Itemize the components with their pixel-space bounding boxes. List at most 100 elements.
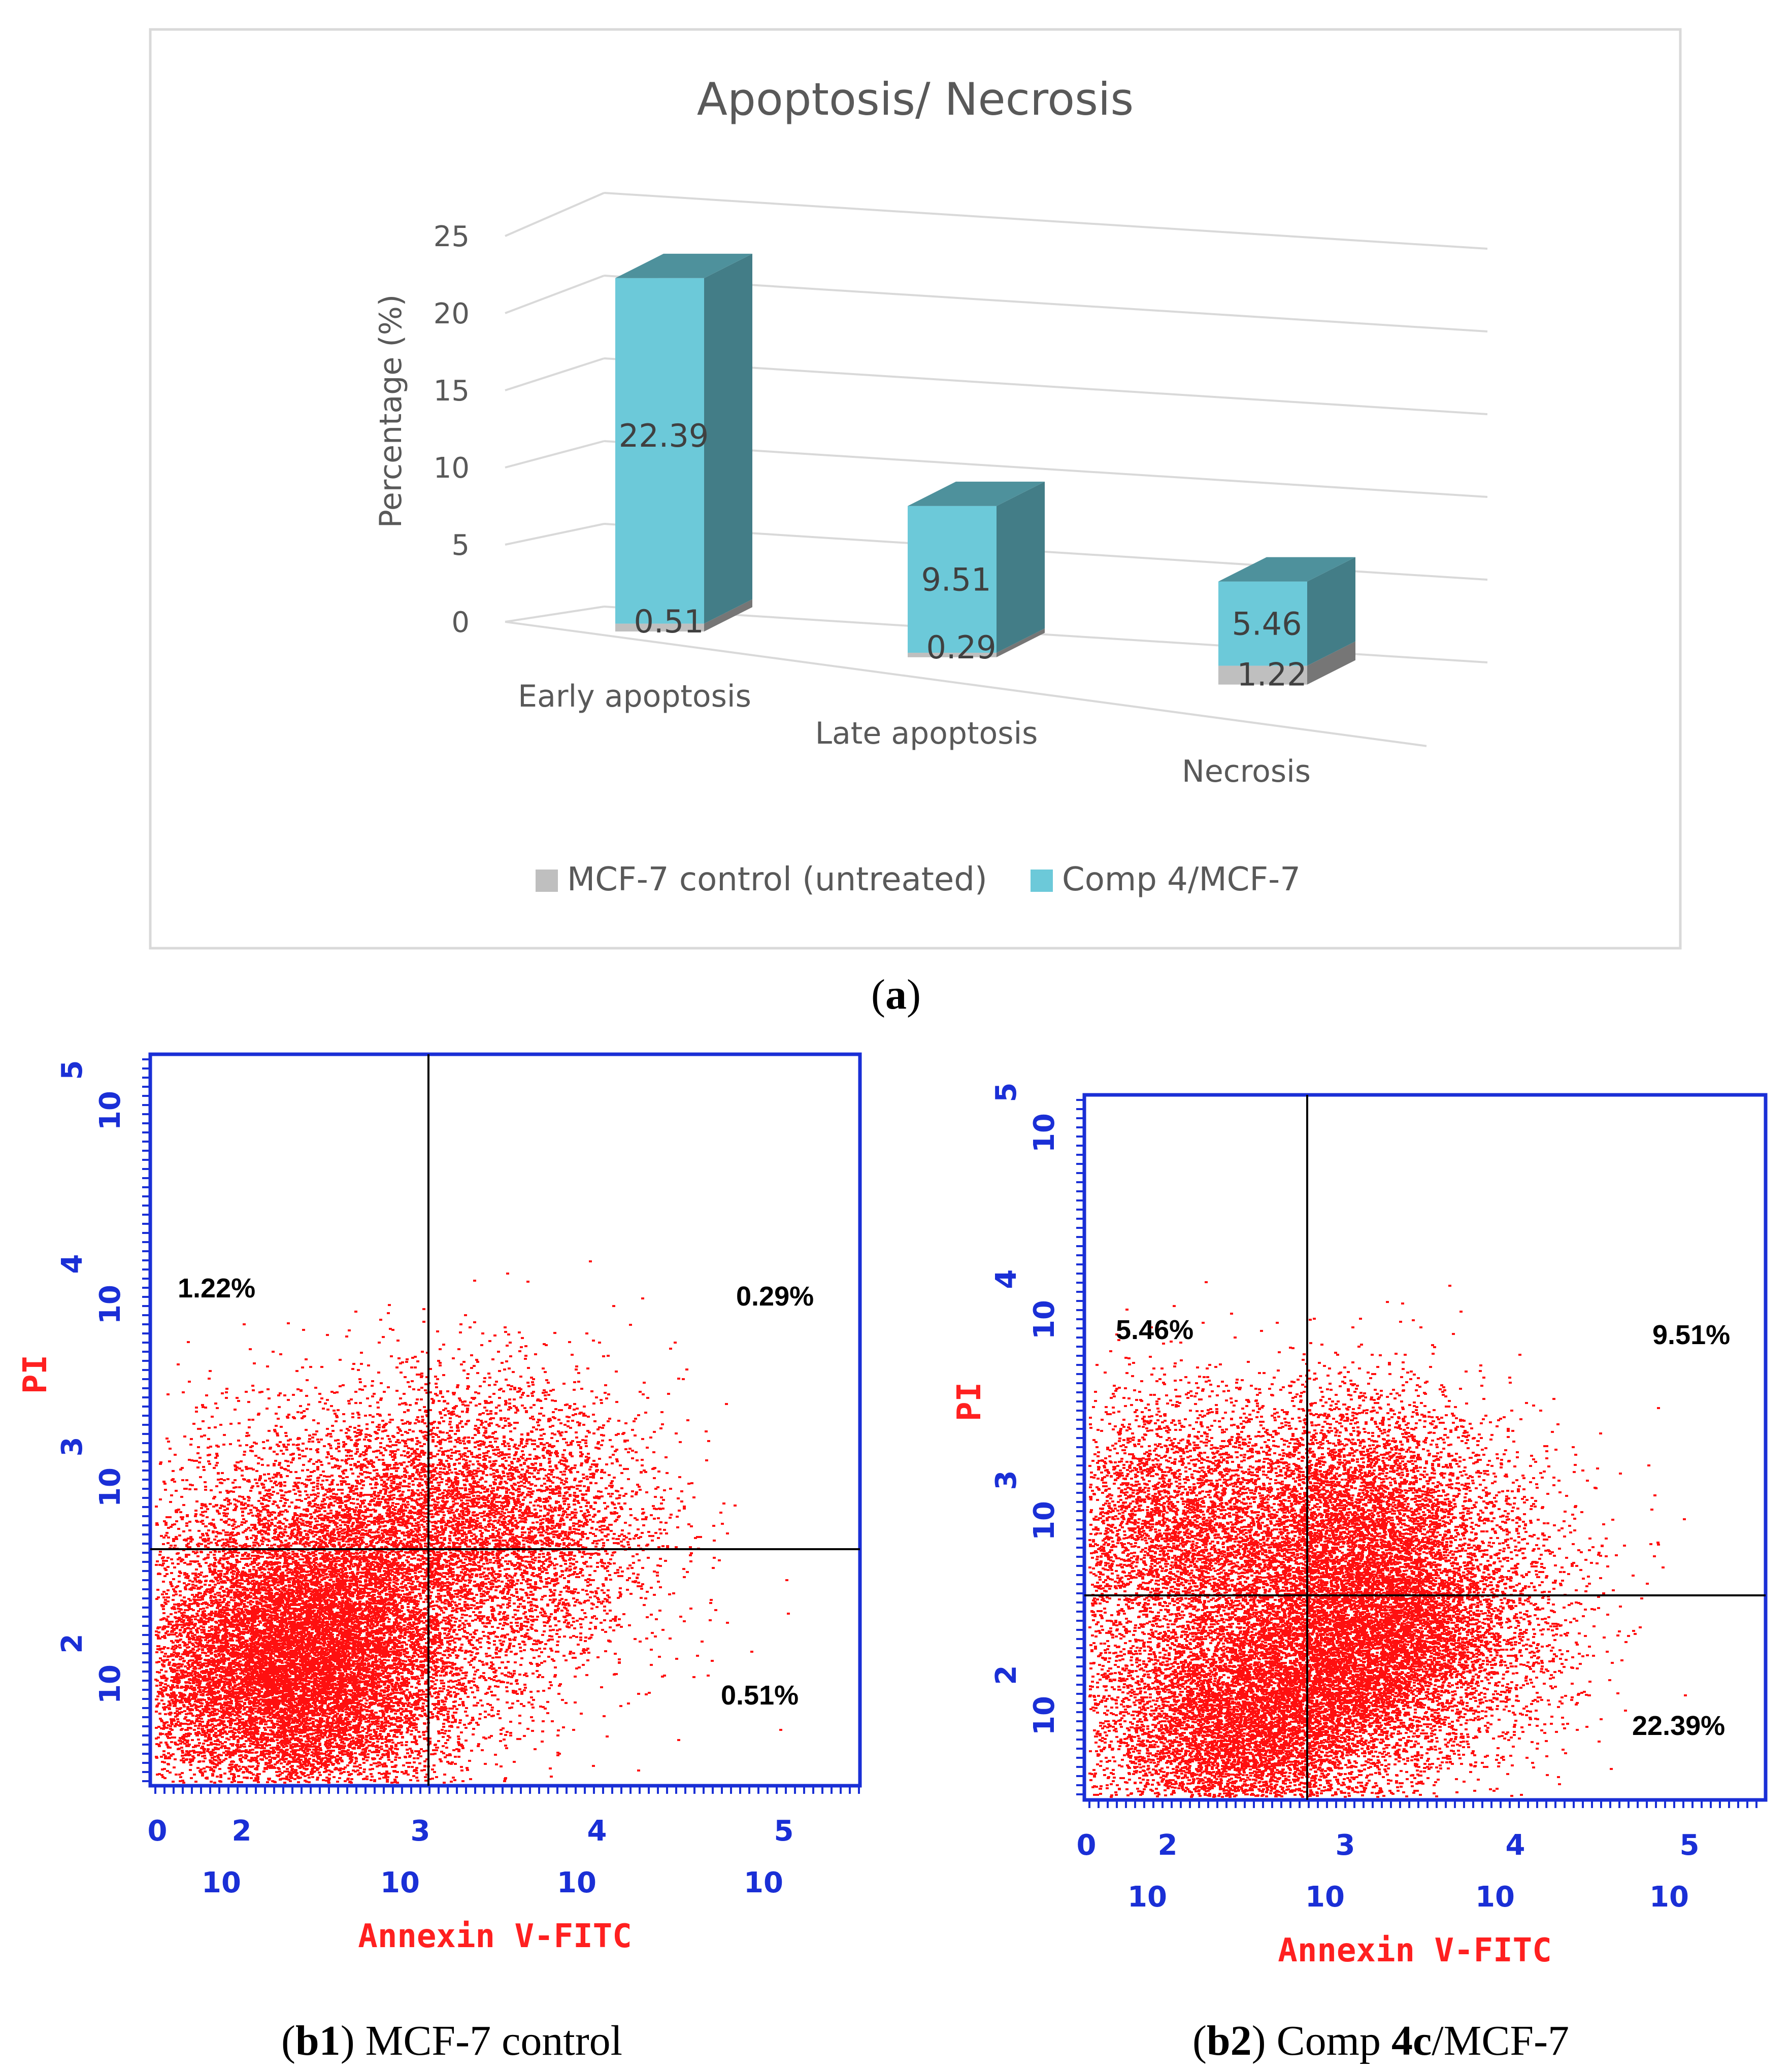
bar-top xyxy=(615,253,752,278)
y-tick-base: 10 xyxy=(1028,1300,1061,1340)
gridline-side xyxy=(505,606,605,623)
bar-side xyxy=(997,628,1045,657)
x-tick-exponent: 5 xyxy=(1680,1829,1700,1862)
data-label: 1.22 xyxy=(1237,656,1307,693)
flow-plot-control: 1.22% 0.29%0.51%0 210310410510210310410510… xyxy=(17,1052,862,1955)
y-tick-exponent: 5 xyxy=(990,1083,1023,1102)
y-tick-exponent: 3 xyxy=(56,1437,89,1457)
bar-side xyxy=(704,599,752,632)
legend-swatch xyxy=(1031,870,1053,892)
quadrant-percentage-upper-right: 0.29% xyxy=(736,1281,814,1312)
y-tick-base: 10 xyxy=(94,1467,127,1507)
x-tick-exponent: 5 xyxy=(774,1815,794,1848)
x-axis-title: Annexin V-FITC xyxy=(358,1918,632,1955)
x-tick-base: 10 xyxy=(380,1866,420,1899)
y-tick-base: 10 xyxy=(94,1285,127,1324)
y-tick-base: 10 xyxy=(1028,1113,1061,1153)
x-tick-base: 10 xyxy=(202,1866,241,1899)
flow-plot-treated: 5.46% 9.51%22.39%0 21031041051021031041051… xyxy=(951,1083,1768,1969)
y-tick-label: 20 xyxy=(434,297,470,330)
bar-front xyxy=(908,652,997,657)
y-tick-exponent: 4 xyxy=(990,1269,1023,1289)
y-axis-title: PI xyxy=(17,1355,54,1394)
data-label: 22.39 xyxy=(619,417,709,454)
category-label: Early apoptosis xyxy=(518,679,751,714)
bar-side xyxy=(1307,641,1355,685)
category-labels: Early apoptosis Late apoptosis Necrosis xyxy=(518,679,1311,789)
event-points xyxy=(1088,1281,1687,1798)
caption-b1: (b1) MCF-7 control xyxy=(281,2017,622,2064)
gridline-side xyxy=(505,523,605,546)
y-tick-base: 10 xyxy=(1028,1501,1061,1541)
bar-y-tick-labels: 0 5 10 15 20 25 xyxy=(434,220,470,639)
y-tick-exponent: 5 xyxy=(56,1060,89,1080)
bar-side xyxy=(997,481,1045,653)
x-tick-exponent: 0 xyxy=(1077,1829,1097,1862)
gridline-side xyxy=(505,192,605,237)
y-tick-exponent: 2 xyxy=(56,1634,89,1654)
bar-front xyxy=(615,278,704,624)
gridline-side xyxy=(505,275,605,314)
y-tick-label: 15 xyxy=(434,375,470,408)
legend-label: Comp 4/MCF-7 xyxy=(1062,861,1301,898)
x-tick-base: 10 xyxy=(1127,1881,1167,1914)
x-tick-base: 10 xyxy=(744,1866,783,1899)
bar-chart-panel: Apoptosis/ Necrosis 0 5 10 15 20 25 Percentag… xyxy=(149,28,1682,950)
legend-label: MCF-7 control (untreated) xyxy=(567,861,987,898)
x-tick-exponent: 2 xyxy=(232,1815,252,1848)
legend-swatch xyxy=(536,870,558,892)
quadrant-percentage-lower-right: 0.51% xyxy=(721,1680,799,1711)
bar-front xyxy=(1218,665,1307,685)
x-tick-exponent: 3 xyxy=(411,1815,430,1848)
y-axis-title: Percentage (%) xyxy=(373,294,409,528)
y-tick-label: 25 xyxy=(434,220,470,253)
x-tick-base: 10 xyxy=(1305,1881,1345,1914)
y-tick-base: 10 xyxy=(94,1664,127,1704)
y-axis-title: PI xyxy=(951,1382,988,1421)
quadrant-percentage-upper-right: 9.51% xyxy=(1652,1320,1730,1350)
data-label: 0.29 xyxy=(926,629,996,666)
category-label: Necrosis xyxy=(1182,754,1311,789)
x-tick-exponent: 3 xyxy=(1336,1829,1355,1862)
y-tick-base: 10 xyxy=(94,1091,127,1130)
axis-ticks xyxy=(1076,1099,1757,1808)
y-tick-base: 10 xyxy=(1028,1696,1061,1735)
data-label: 9.51 xyxy=(921,561,991,598)
axis-ticks xyxy=(142,1058,860,1794)
bar-top xyxy=(908,481,1045,506)
gridline-side xyxy=(505,357,605,391)
y-tick-exponent: 4 xyxy=(56,1254,89,1274)
x-tick-exponent: 4 xyxy=(587,1815,607,1848)
bar-front xyxy=(908,506,997,653)
y-tick-label: 10 xyxy=(434,452,470,485)
x-tick-base: 10 xyxy=(557,1866,596,1899)
y-tick-label: 0 xyxy=(451,606,470,639)
bar-side xyxy=(1307,557,1355,666)
chart-title: Apoptosis/ Necrosis xyxy=(697,73,1134,125)
data-label: 5.46 xyxy=(1232,606,1302,643)
chart-frame xyxy=(149,28,1682,950)
y-tick-label: 5 xyxy=(451,529,470,562)
x-axis-title: Annexin V-FITC xyxy=(1278,1932,1551,1969)
bar-front xyxy=(1218,581,1307,666)
legend: MCF-7 control (untreated) Comp 4/MCF-7 xyxy=(536,861,1301,898)
event-points xyxy=(154,1260,790,1784)
bar-side xyxy=(704,253,752,624)
floor-edge xyxy=(505,621,1427,747)
x-tick-exponent: 4 xyxy=(1506,1829,1525,1862)
data-label: 0.51 xyxy=(634,603,704,640)
x-tick-exponent: 2 xyxy=(1158,1829,1178,1862)
quadrant-percentage-lower-right: 22.39% xyxy=(1632,1711,1725,1741)
y-tick-exponent: 3 xyxy=(990,1471,1023,1490)
x-tick-base: 10 xyxy=(1475,1881,1515,1914)
x-tick-exponent: 0 xyxy=(148,1815,168,1848)
quadrant-percentage-upper-left: 1.22% xyxy=(178,1273,255,1304)
category-label: Late apoptosis xyxy=(815,716,1038,751)
gridline-side xyxy=(505,440,605,469)
bar-front xyxy=(615,623,704,632)
caption-b2: (b2) Comp 4c/MCF-7 xyxy=(1192,2017,1569,2064)
bars: 0.51 22.39 0.29 9.51 1.22 5.46 xyxy=(615,253,1355,693)
y-tick-exponent: 2 xyxy=(990,1665,1023,1685)
gridline xyxy=(604,192,1488,250)
